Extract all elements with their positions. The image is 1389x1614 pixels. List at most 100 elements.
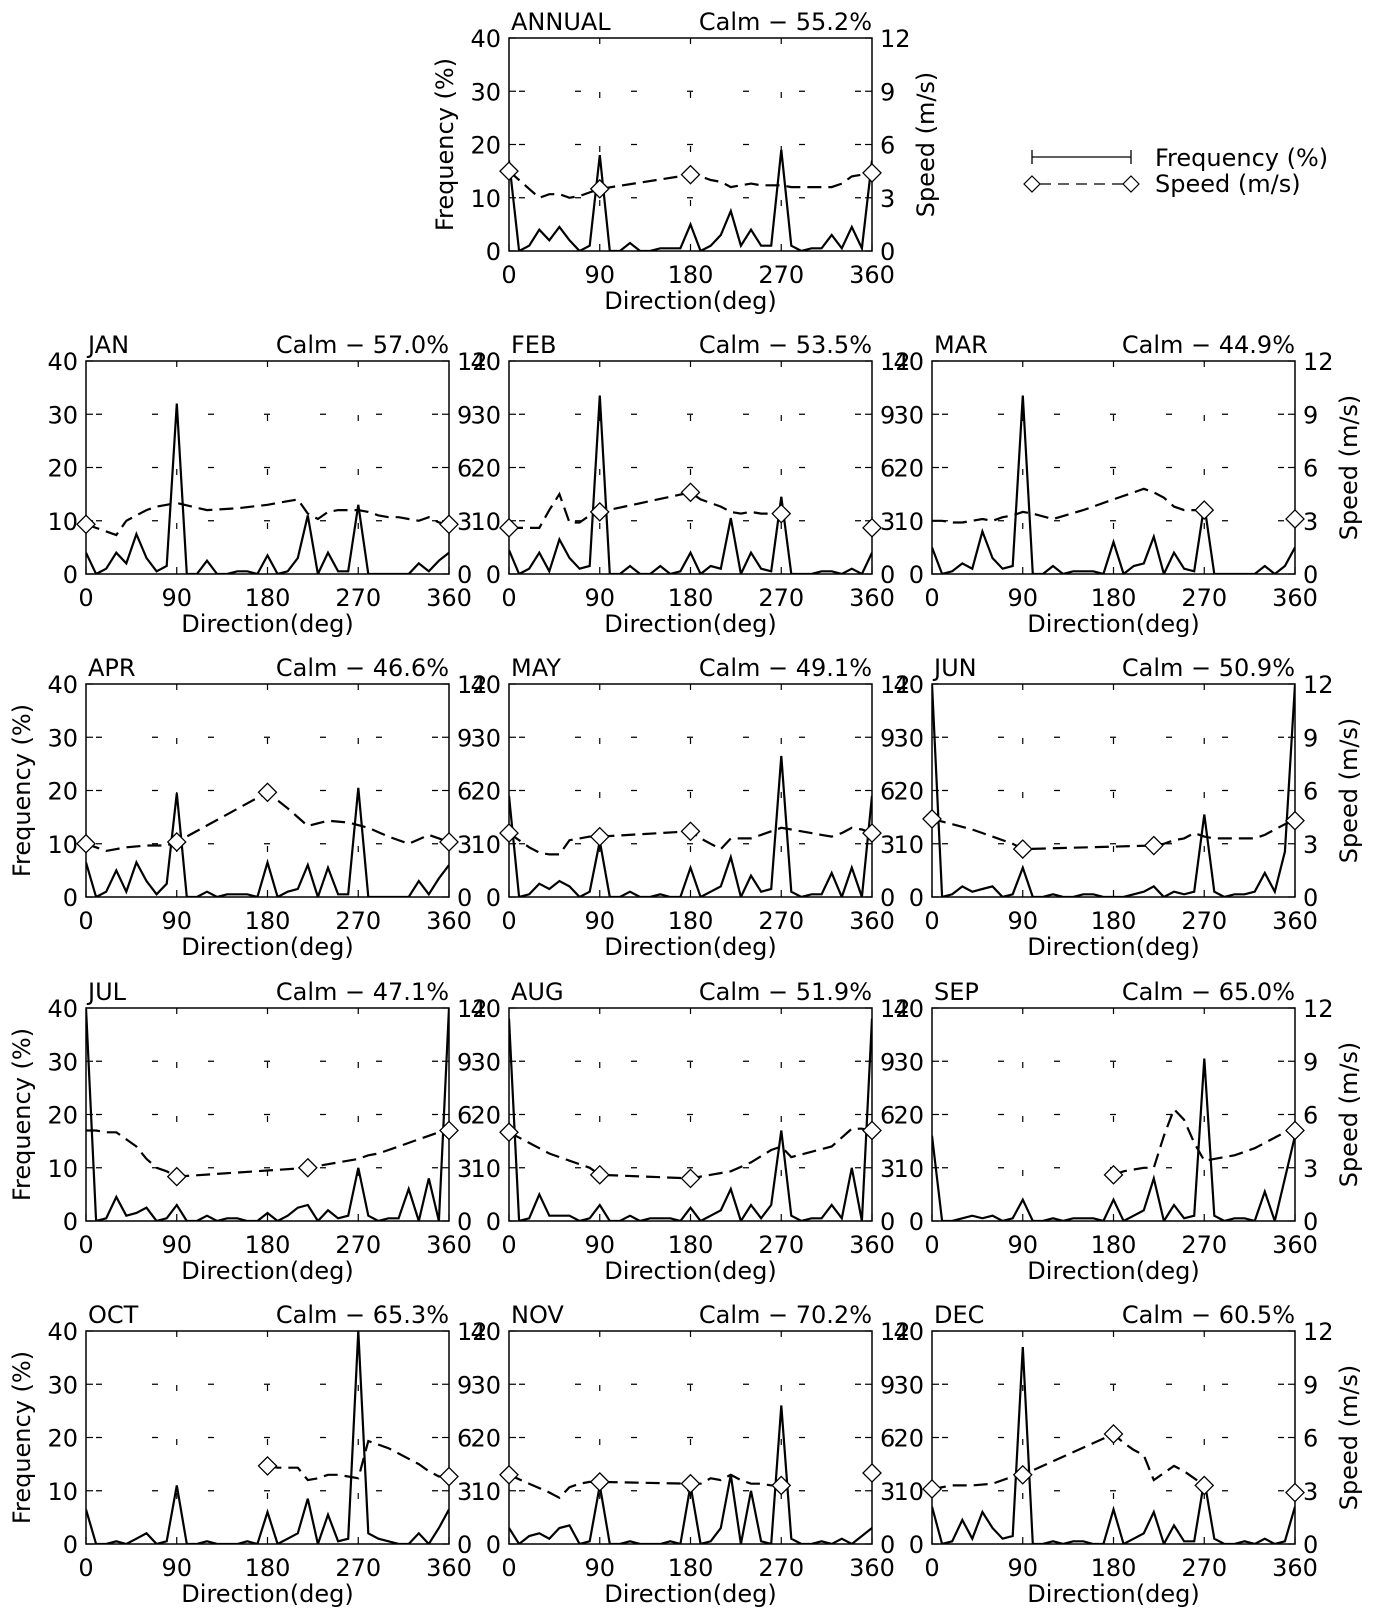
speed-marker [680,1473,701,1494]
frequency-line [509,755,872,897]
y-left-tick-label: 0 [63,561,78,589]
y-left-tick-label: 40 [47,671,78,699]
y-left-tick-label: 10 [470,831,501,859]
y-right-tick-label: 6 [457,1102,472,1130]
y-left-tick-label: 0 [486,561,501,589]
x-tick-label: 180 [668,261,714,289]
x-tick-label: 0 [78,584,93,612]
y-left-tick-label: 40 [893,671,924,699]
y-left-tick-label: 0 [486,884,501,912]
speed-marker [589,178,610,199]
x-tick-label: 90 [161,907,192,935]
panel-title: OCT [88,1301,139,1329]
speed-marker [589,1164,610,1185]
y-right-tick-label: 6 [880,132,895,160]
y-left-tick-label: 40 [470,348,501,376]
frequency-line [932,1058,1295,1221]
calm-label: Calm − 60.5% [1122,1301,1295,1329]
x-axis-label: Direction(deg) [181,1257,353,1285]
speed-line [509,1127,872,1180]
calm-label: Calm − 55.2% [699,8,872,36]
x-tick-label: 0 [501,1554,516,1582]
frequency-line [509,149,872,251]
speed-marker [1103,1164,1124,1185]
x-tick-label: 270 [758,261,804,289]
y-right-tick-label: 9 [1303,401,1318,429]
y-left-tick-label: 30 [470,1048,501,1076]
legend: Frequency (%) Speed (m/s) [1023,144,1328,198]
speed-marker [771,1475,792,1496]
y-left-axis-label: Frequency (%) [8,704,36,877]
x-tick-label: 180 [1091,1231,1137,1259]
y-right-tick-label: 0 [880,884,895,912]
speed-marker [1285,1482,1305,1503]
x-tick-label: 360 [426,1231,472,1259]
x-tick-label: 180 [668,907,714,935]
speed-marker [297,1157,318,1178]
frequency-line [932,1346,1295,1544]
y-right-tick-label: 12 [457,995,488,1023]
x-tick-label: 90 [584,1554,615,1582]
frequency-line [509,1018,872,1221]
y-left-tick-label: 10 [893,508,924,536]
speed-line [509,1473,782,1500]
x-tick-label: 180 [245,584,291,612]
y-left-tick-label: 20 [893,455,924,483]
y-right-axis-label: Speed (m/s) [1335,395,1363,541]
panel-title: JAN [86,331,129,359]
y-right-tick-label: 6 [457,455,472,483]
speed-marker [862,823,882,844]
y-right-tick-label: 9 [880,401,895,429]
x-tick-label: 90 [161,584,192,612]
panel-title: DEC [934,1301,984,1329]
speed-line [86,790,449,853]
panel-title: MAY [511,654,561,682]
x-axis-label: Direction(deg) [1027,1257,1199,1285]
y-right-tick-label: 0 [1303,1208,1318,1236]
speed-marker [862,162,882,183]
speed-line [932,487,1205,524]
y-right-tick-label: 3 [457,508,472,536]
speed-marker [922,1479,942,1499]
calm-label: Calm − 47.1% [276,978,449,1006]
speed-marker [862,1120,882,1141]
x-tick-label: 360 [1272,907,1318,935]
y-right-axis-label: Speed (m/s) [1335,1365,1363,1511]
x-tick-label: 360 [426,907,472,935]
speed-marker [1285,509,1305,529]
speed-marker [166,1166,187,1187]
speed-marker [1285,810,1305,831]
y-left-tick-label: 10 [893,1478,924,1506]
x-tick-label: 0 [501,907,516,935]
y-right-tick-label: 12 [880,25,911,53]
x-tick-label: 90 [161,1554,192,1582]
speed-marker [922,808,942,829]
x-tick-label: 0 [501,261,516,289]
x-tick-label: 180 [668,1231,714,1259]
y-left-tick-label: 30 [47,1048,78,1076]
x-tick-label: 0 [78,907,93,935]
x-tick-label: 180 [245,907,291,935]
y-left-tick-label: 30 [893,724,924,752]
y-right-tick-label: 9 [457,401,472,429]
y-right-tick-label: 0 [1303,884,1318,912]
y-right-tick-label: 6 [457,1425,472,1453]
speed-marker [499,1464,519,1485]
speed-marker [771,503,792,524]
speed-line [86,1129,449,1178]
x-tick-label: 90 [161,1231,192,1259]
speed-marker [499,823,519,844]
x-axis-label: Direction(deg) [604,287,776,315]
y-right-tick-label: 3 [880,1478,895,1506]
y-left-tick-label: 20 [470,778,501,806]
x-tick-label: 90 [584,1231,615,1259]
y-right-tick-label: 9 [457,1371,472,1399]
speed-marker [862,1463,882,1483]
calm-label: Calm − 57.0% [276,331,449,359]
y-left-tick-label: 40 [470,1318,501,1346]
x-tick-label: 180 [1091,584,1137,612]
y-left-tick-label: 0 [486,1531,501,1559]
speed-marker [76,833,96,854]
